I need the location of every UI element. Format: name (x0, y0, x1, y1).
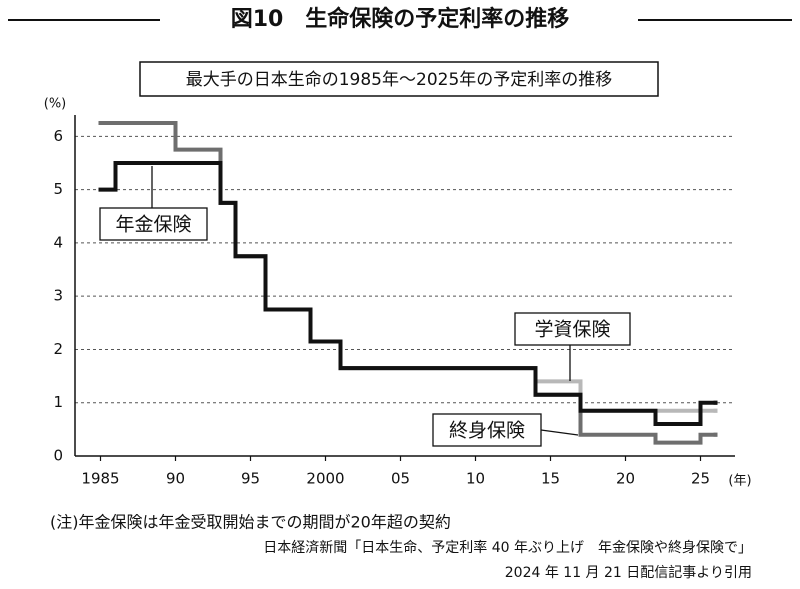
x-tick-label: 15 (541, 470, 560, 488)
y-tick-label: 5 (53, 180, 63, 198)
series-label: 年金保険 (115, 214, 191, 236)
x-tick-label: 20 (616, 470, 635, 488)
y-tick-label: 4 (53, 233, 63, 251)
callout-box (99, 207, 208, 241)
subtitle-box (139, 61, 659, 97)
callout-box (514, 312, 631, 346)
header-title: 図10 生命保険の予定利率の推移 (231, 6, 570, 32)
y-tick-label: 0 (53, 447, 63, 465)
callout-box (432, 413, 542, 447)
x-tick-label: 1985 (81, 470, 119, 488)
y-tick-label: 1 (53, 393, 63, 411)
x-tick-label: 95 (241, 470, 260, 488)
callout-pointer (540, 429, 579, 436)
source: 2024 年 11 月 21 日配信記事より引用 (505, 564, 752, 581)
x-tick-label: 05 (391, 470, 410, 488)
x-tick-label: 10 (466, 470, 485, 488)
series-label: 学資保険 (534, 319, 610, 341)
source: 日本経済新聞「日本生命、予定利率 40 年ぶり上げ 年金保険や終身保険で」 (263, 539, 752, 556)
y-tick-label: 6 (53, 127, 63, 145)
chart-title: 最大手の日本生命の1985年～2025年の予定利率の推移 (186, 70, 613, 90)
x-tick-label: 25 (691, 470, 710, 488)
y-axis-label: (%) (44, 97, 67, 112)
note: (注)年金保険は年金受取開始までの期間が20年超の契約 (50, 513, 451, 532)
x-tick-label: 2000 (306, 470, 344, 488)
y-tick-label: 3 (53, 287, 63, 305)
series-label: 終身保険 (449, 420, 525, 442)
x-tick-label: 90 (166, 470, 185, 488)
x-axis-label: (年) (728, 474, 751, 489)
y-tick-label: 2 (53, 340, 63, 358)
